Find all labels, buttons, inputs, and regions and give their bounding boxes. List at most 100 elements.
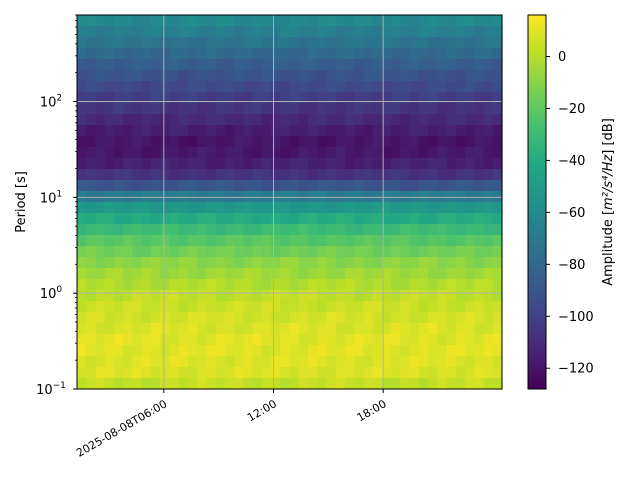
heatmap-cell bbox=[391, 213, 401, 225]
heatmap-cell bbox=[261, 323, 272, 335]
heatmap-cell bbox=[95, 37, 106, 49]
heatmap-cell bbox=[95, 323, 106, 335]
heatmap-cell bbox=[363, 378, 374, 390]
heatmap-cell bbox=[492, 334, 503, 346]
heatmap-cell bbox=[428, 59, 438, 71]
heatmap-cell bbox=[465, 378, 475, 390]
heatmap-cell bbox=[197, 246, 207, 258]
heatmap-cell bbox=[234, 301, 244, 313]
heatmap-cell bbox=[418, 136, 429, 148]
heatmap-cell bbox=[418, 158, 429, 170]
heatmap-cell bbox=[391, 378, 401, 390]
heatmap-cell bbox=[455, 103, 466, 115]
heatmap-cell bbox=[483, 26, 494, 38]
heatmap-cell bbox=[280, 169, 291, 181]
heatmap-cell bbox=[243, 103, 254, 115]
heatmap-cell bbox=[95, 191, 106, 203]
heatmap-cell bbox=[446, 345, 457, 357]
heatmap-cell bbox=[381, 81, 392, 93]
heatmap-cell bbox=[150, 378, 161, 390]
heatmap-cell bbox=[446, 147, 457, 159]
heatmap-cell bbox=[391, 147, 401, 159]
heatmap-cell bbox=[418, 103, 429, 115]
heatmap-cell bbox=[261, 169, 272, 181]
heatmap-cell bbox=[326, 334, 337, 346]
heatmap-cell bbox=[465, 345, 475, 357]
heatmap-cell bbox=[400, 246, 411, 258]
heatmap-cell bbox=[215, 345, 226, 357]
heatmap-cell bbox=[252, 37, 263, 49]
heatmap-cell bbox=[178, 15, 189, 27]
heatmap-cell bbox=[178, 59, 189, 71]
heatmap-cell bbox=[271, 235, 281, 247]
heatmap-cell bbox=[428, 26, 438, 38]
heatmap-cell bbox=[280, 125, 291, 137]
heatmap-cell bbox=[252, 235, 263, 247]
heatmap-cell bbox=[132, 235, 143, 247]
heatmap-cell bbox=[224, 246, 235, 258]
heatmap-cell bbox=[160, 301, 170, 313]
heatmap-cell bbox=[187, 301, 198, 313]
heatmap-cell bbox=[280, 334, 291, 346]
heatmap-cell bbox=[474, 345, 485, 357]
heatmap-cell bbox=[113, 246, 124, 258]
heatmap-cell bbox=[141, 345, 152, 357]
heatmap-cell bbox=[317, 169, 328, 181]
heatmap-cell bbox=[132, 15, 143, 27]
heatmap-cell bbox=[123, 48, 134, 60]
heatmap-cell bbox=[307, 334, 318, 346]
heatmap-cell bbox=[344, 334, 355, 346]
heatmap-cell bbox=[465, 334, 475, 346]
heatmap-cell bbox=[141, 279, 152, 291]
heatmap-cell bbox=[400, 213, 411, 225]
heatmap-cell bbox=[243, 81, 254, 93]
heatmap-cell bbox=[317, 268, 328, 280]
heatmap-cell bbox=[169, 235, 180, 247]
heatmap-cell bbox=[409, 202, 420, 214]
heatmap-cell bbox=[400, 158, 411, 170]
heatmap-cell bbox=[252, 279, 263, 291]
heatmap-cell bbox=[243, 213, 254, 225]
heatmap-cell bbox=[113, 323, 124, 335]
heatmap-cell bbox=[418, 246, 429, 258]
heatmap-cell bbox=[234, 147, 244, 159]
heatmap-cell bbox=[437, 158, 448, 170]
heatmap-cell bbox=[363, 345, 374, 357]
heatmap-cell bbox=[215, 301, 226, 313]
heatmap-cell bbox=[178, 180, 189, 192]
heatmap-cell bbox=[206, 301, 217, 313]
heatmap-cell bbox=[446, 213, 457, 225]
heatmap-cell bbox=[113, 235, 124, 247]
heatmap-cell bbox=[178, 81, 189, 93]
heatmap-cell bbox=[169, 345, 180, 357]
x-tick-label: 18:00 bbox=[355, 397, 389, 424]
heatmap-cell bbox=[418, 114, 429, 126]
heatmap-cell bbox=[418, 59, 429, 71]
heatmap-cell bbox=[326, 312, 337, 324]
heatmap-cell bbox=[234, 312, 244, 324]
heatmap-cell bbox=[271, 356, 281, 368]
heatmap-cell bbox=[123, 378, 134, 390]
heatmap-cell bbox=[289, 323, 300, 335]
heatmap-cell bbox=[344, 301, 355, 313]
heatmap-cell bbox=[492, 268, 503, 280]
x-tick-label: 12:00 bbox=[245, 397, 279, 424]
heatmap-cell bbox=[354, 323, 365, 335]
heatmap-cell bbox=[141, 26, 152, 38]
heatmap-cell bbox=[455, 356, 466, 368]
heatmap-cell bbox=[446, 136, 457, 148]
heatmap-cell bbox=[298, 378, 309, 390]
heatmap-cell bbox=[400, 180, 411, 192]
heatmap-cell bbox=[326, 202, 337, 214]
heatmap-cell bbox=[409, 180, 420, 192]
heatmap-cell bbox=[252, 345, 263, 357]
heatmap-cell bbox=[261, 26, 272, 38]
heatmap-cell bbox=[123, 312, 134, 324]
heatmap-cell bbox=[261, 312, 272, 324]
heatmap-cell bbox=[169, 213, 180, 225]
heatmap-cell bbox=[363, 202, 374, 214]
heatmap-cell bbox=[326, 290, 337, 302]
heatmap-cell bbox=[326, 268, 337, 280]
heatmap-cell bbox=[95, 26, 106, 38]
heatmap-cell bbox=[150, 48, 161, 60]
